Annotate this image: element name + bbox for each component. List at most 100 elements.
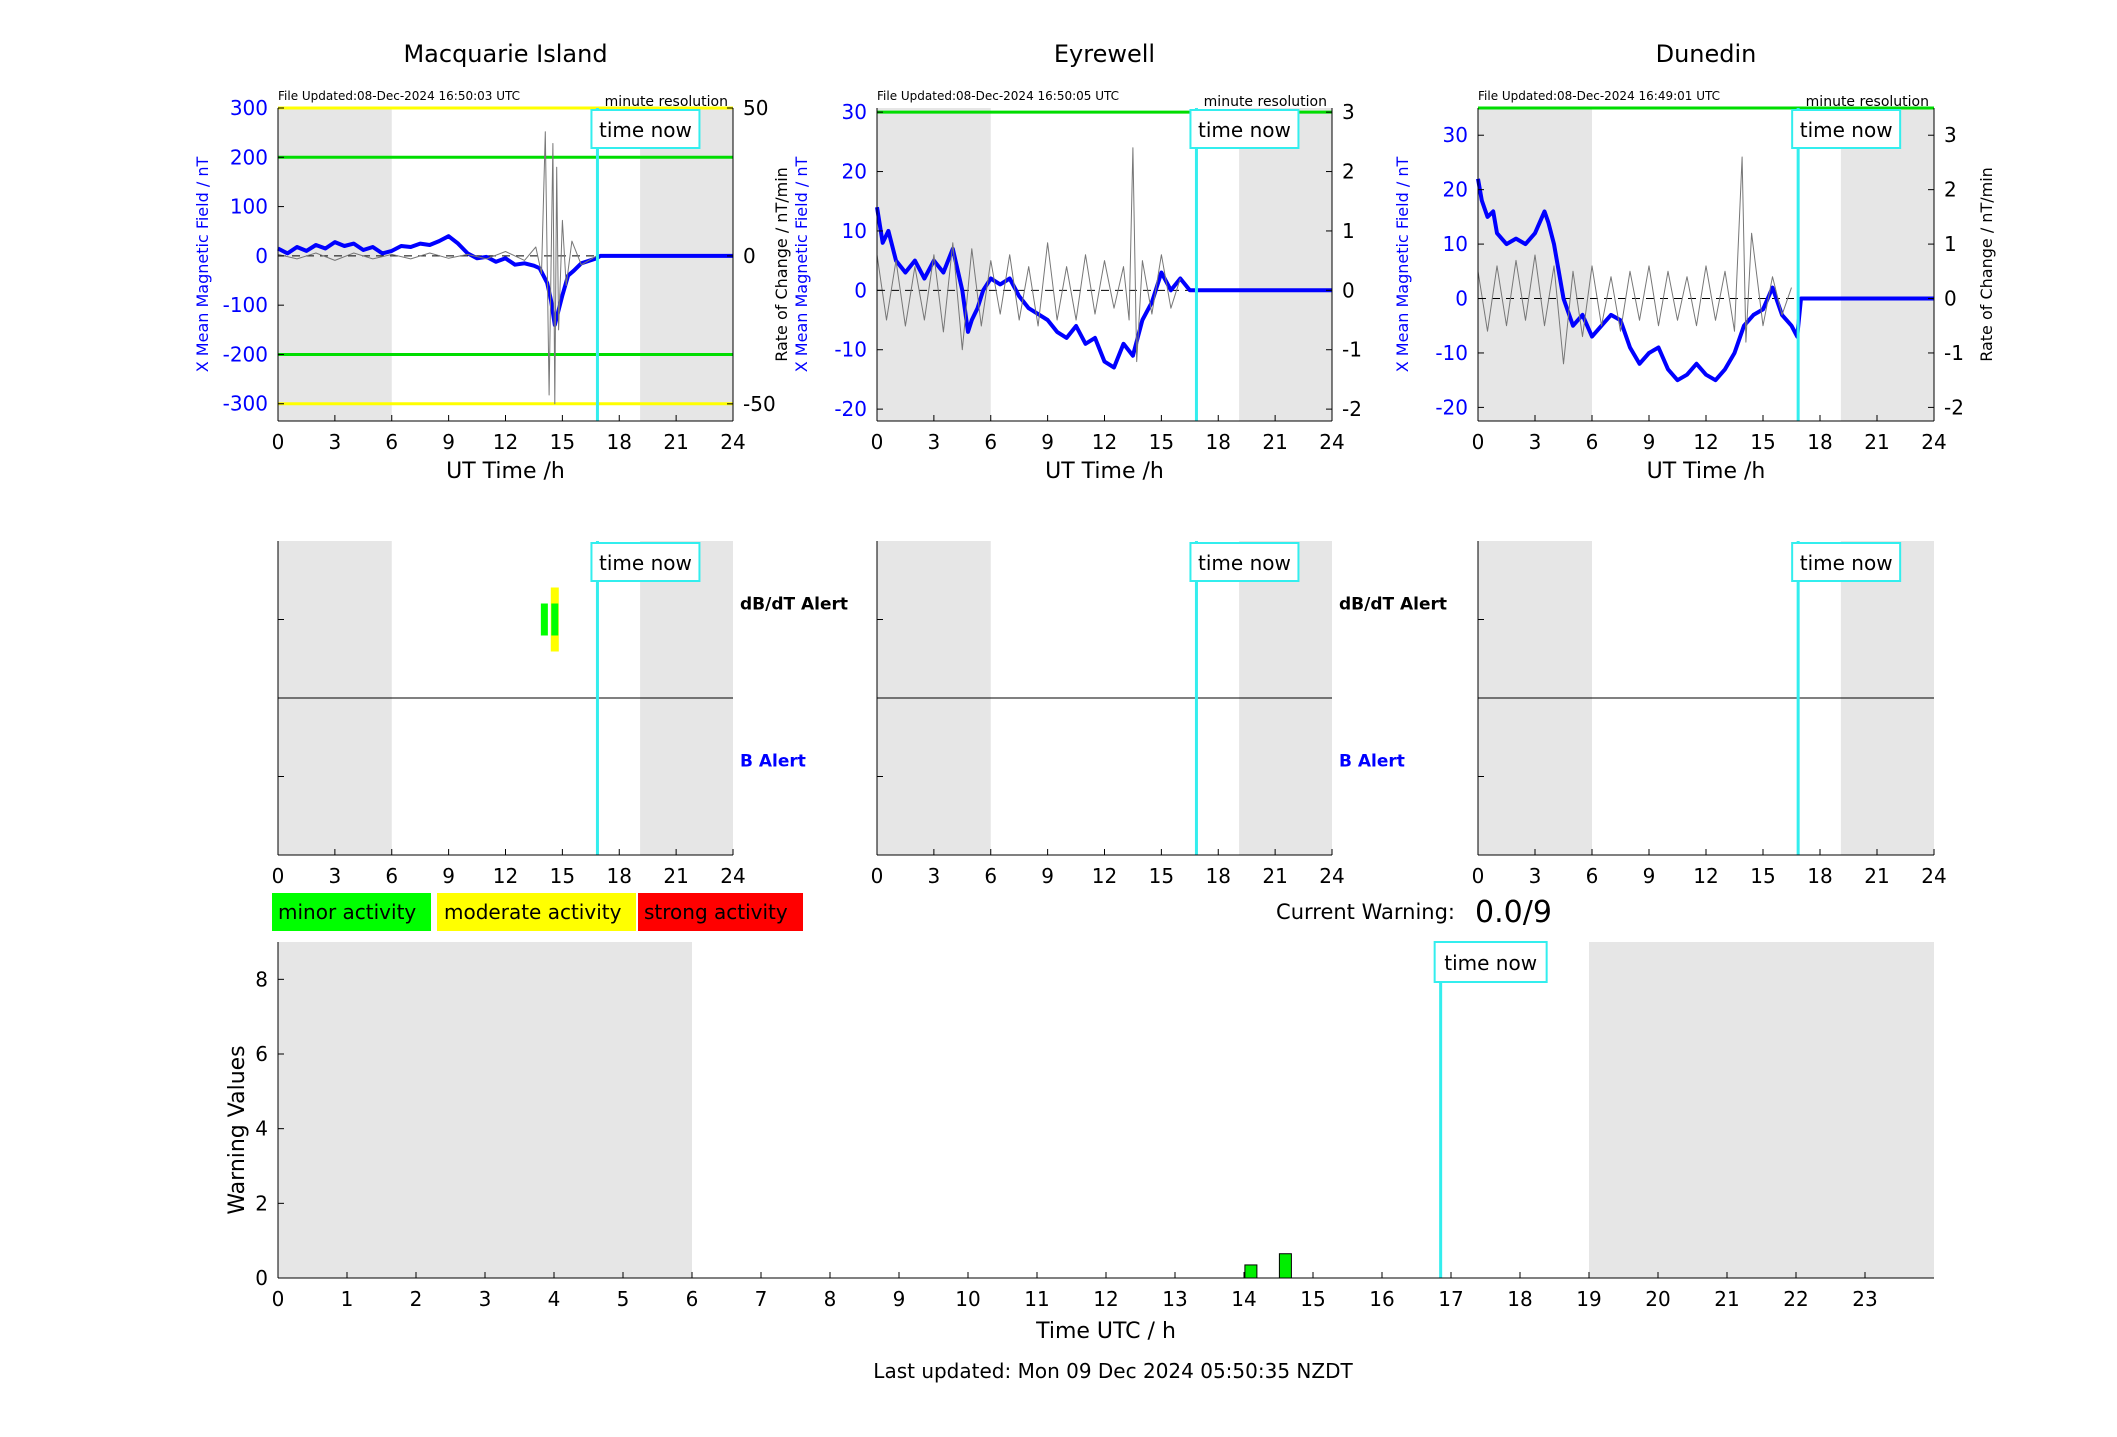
x-tick-label: 2: [410, 1287, 423, 1311]
x-tick-label: 12: [1693, 864, 1718, 888]
alert-2-time-now-box: [1189, 542, 1300, 582]
x-tick-label: 12: [1092, 864, 1117, 888]
x-tick-label: 20: [1645, 1287, 1670, 1311]
x-tick-label: 12: [493, 864, 518, 888]
y-tick-label: 0: [255, 244, 268, 268]
legend-moderate-label: moderate activity: [444, 900, 622, 924]
y-tick-label: 8: [255, 967, 268, 991]
x-tick-label: 15: [1750, 864, 1775, 888]
resolution-label: minute resolution: [1204, 94, 1327, 110]
file-updated: File Updated:08-Dec-2024 16:50:05 UTC: [877, 89, 1119, 103]
x-tick-label: 15: [550, 864, 575, 888]
y2-axis-label: Rate of Change / nT/min: [772, 167, 791, 362]
legend-strong-swatch: [636, 891, 805, 933]
x-tick-label: 18: [1206, 864, 1231, 888]
y2-tick-label: -2: [1944, 395, 1964, 419]
x-tick-label: 6: [1586, 864, 1599, 888]
x-tick-label: 15: [1750, 430, 1775, 454]
x-tick-label: 21: [1864, 430, 1889, 454]
x-axis-label: UT Time /h: [1045, 459, 1164, 484]
y2-tick-label: -50: [743, 392, 776, 416]
night-shading-1: [278, 942, 692, 1278]
x-tick-label: 18: [1807, 430, 1832, 454]
warning-time-now-label: time now: [1444, 951, 1537, 975]
x-tick-label: 13: [1162, 1287, 1187, 1311]
legend-minor-swatch: [270, 891, 433, 933]
y-axis-label: X Mean Magnetic Field / nT: [792, 157, 811, 373]
x-tick-label: 0: [272, 864, 285, 888]
current-warning-label: Current Warning:: [1276, 900, 1455, 924]
x-tick-label: 8: [824, 1287, 837, 1311]
alert-marker-1: [540, 603, 548, 636]
y-tick-label: -10: [834, 338, 867, 362]
x-tick-label: 24: [1921, 864, 1946, 888]
y-tick-label: -100: [223, 293, 268, 317]
x-tick-label: 6: [1586, 430, 1599, 454]
night-shading-1: [1478, 108, 1592, 421]
station-1-time-now-label: time now: [599, 118, 692, 142]
y-tick-label: -300: [223, 392, 268, 416]
y-tick-label: 6: [255, 1042, 268, 1066]
station-title: Eyrewell: [1054, 40, 1155, 68]
x-tick-label: 6: [385, 430, 398, 454]
x-tick-label: 10: [955, 1287, 980, 1311]
y2-tick-label: 50: [743, 96, 768, 120]
x-tick-label: 21: [1262, 430, 1287, 454]
x-axis-label: Time UTC / h: [1035, 1319, 1176, 1344]
x-tick-label: 24: [720, 864, 745, 888]
x-tick-label: 0: [871, 864, 884, 888]
rate-of-change-series: [876, 147, 1181, 363]
resolution-label: minute resolution: [605, 94, 728, 110]
y2-tick-label: 3: [1944, 123, 1957, 147]
x-tick-label: 3: [928, 430, 941, 454]
x-tick-label: 1: [341, 1287, 354, 1311]
x-tick-label: 24: [1319, 430, 1344, 454]
x-tick-label: 24: [720, 430, 745, 454]
x-tick-label: 0: [1472, 864, 1485, 888]
x-tick-label: 14: [1231, 1287, 1256, 1311]
alert-panel-2: time now 0 3 6 9 12 15 18 21 24 dB/dT Alert B Alert: [871, 541, 1447, 888]
x-tick-label: 12: [1693, 430, 1718, 454]
x-tick-label: 21: [663, 864, 688, 888]
y-tick-label: 300: [230, 96, 268, 120]
y2-tick-label: 0: [743, 244, 756, 268]
alert-panel-1: time now 0 3 6 9 12 15 18 21 24 dB/dT Alert B Alert: [272, 541, 848, 888]
y2-tick-label: -2: [1342, 397, 1362, 421]
x-tick-label: 3: [329, 864, 342, 888]
current-warning-value: 0.0/9: [1475, 895, 1552, 930]
night-shading-1: [278, 108, 392, 421]
y2-tick-label: 1: [1944, 232, 1957, 256]
x-tick-label: 18: [1206, 430, 1231, 454]
station-3-time-now-box: [1791, 109, 1902, 149]
x-tick-label: 6: [385, 864, 398, 888]
x-tick-label: 0: [272, 1287, 285, 1311]
x-tick-label: 23: [1852, 1287, 1877, 1311]
x-tick-label: 21: [1262, 864, 1287, 888]
x-tick-label: 18: [607, 864, 632, 888]
y2-tick-label: 1: [1342, 219, 1355, 243]
b-alert-label: B Alert: [1339, 752, 1405, 772]
night-shading-2: [1589, 942, 1934, 1278]
y2-tick-label: 2: [1944, 178, 1957, 202]
y-tick-label: 200: [230, 145, 268, 169]
x-tick-label: 19: [1576, 1287, 1601, 1311]
y-tick-label: 30: [842, 100, 867, 124]
y-tick-label: -20: [1435, 395, 1468, 419]
y2-tick-label: 2: [1342, 160, 1355, 184]
dbdt-alert-label: dB/dT Alert: [740, 595, 848, 615]
x-tick-label: 7: [755, 1287, 768, 1311]
legend-strong-label: strong activity: [644, 900, 788, 924]
warning-time-now-box: [1433, 941, 1548, 983]
x-tick-label: 16: [1369, 1287, 1394, 1311]
rate-of-change-series: [1477, 156, 1792, 365]
y-tick-label: -200: [223, 342, 268, 366]
night-shading-2: [640, 108, 733, 421]
y2-tick-label: 3: [1342, 100, 1355, 124]
y-tick-label: 10: [1443, 232, 1468, 256]
x-tick-label: 6: [984, 864, 997, 888]
x-tick-label: 24: [1319, 864, 1344, 888]
x-tick-label: 0: [272, 430, 285, 454]
